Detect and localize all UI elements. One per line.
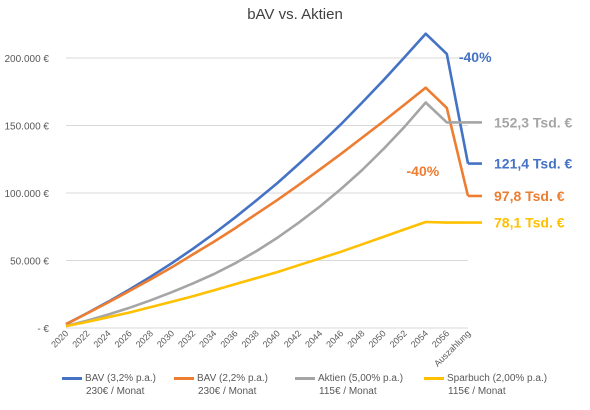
legend-label: Aktien (5,00% p.a.)	[318, 373, 404, 384]
series-line-3	[65, 220, 468, 328]
end-value-label: 78,1 Tsd. €	[494, 215, 565, 231]
end-value-label: 121,4 Tsd. €	[494, 156, 573, 172]
chart-title: bAV vs. Aktien	[247, 6, 343, 23]
y-tick-label: 150.000 €	[5, 122, 50, 133]
y-tick-label: 200.000 €	[5, 54, 50, 65]
legend-sublabel: 115€ / Monat	[319, 386, 377, 397]
legend-sublabel: 115€ / Monat	[448, 386, 506, 397]
legend-swatch	[62, 376, 82, 380]
y-tick-label: 100.000 €	[5, 189, 50, 200]
x-tick-label: 2050	[367, 328, 388, 349]
y-tick-label: 50.000 €	[10, 257, 49, 268]
annotation-drop: -40%	[407, 163, 440, 179]
legend-item: BAV (2,2% p.a.) 230€ / Monat	[174, 372, 268, 398]
x-tick-label: 2034	[197, 328, 218, 349]
x-tick-label: 2024	[91, 328, 112, 349]
legend-swatch	[174, 376, 194, 380]
x-tick-label: 2022	[70, 328, 91, 349]
legend-label: BAV (2,2% p.a.)	[197, 373, 268, 384]
legend-label: BAV (3,2% p.a.)	[85, 373, 156, 384]
x-tick-label: 2046	[324, 328, 345, 349]
x-tick-label: 2020	[49, 328, 70, 349]
x-tick-label: 2038	[240, 328, 261, 349]
legend-label: Sparbuch (2,00% p.a.)	[447, 373, 548, 384]
series-line-1	[65, 86, 470, 326]
end-value-label: 152,3 Tsd. €	[494, 114, 573, 130]
x-tick-label: 2048	[345, 328, 366, 349]
x-tick-label: 2036	[218, 328, 239, 349]
x-tick-label: 2040	[261, 328, 282, 349]
series-line-2	[65, 101, 468, 328]
series-line-0	[65, 32, 470, 326]
legend-sublabel: 230€ / Monat	[198, 386, 257, 397]
end-value-label: 97,8 Tsd. €	[494, 188, 565, 204]
annotation-drop: -40%	[459, 49, 492, 65]
x-tick-label: 2028	[134, 328, 155, 349]
x-tick-label: 2026	[113, 328, 134, 349]
legend-item: BAV (3,2% p.a.) 230€ / Monat	[62, 372, 156, 398]
y-tick-label: - €	[37, 324, 49, 335]
x-tick-label: 2030	[155, 328, 176, 349]
x-tick-label: 2054	[409, 328, 430, 349]
legend-swatch	[424, 376, 444, 380]
x-tick-label: 2032	[176, 328, 197, 349]
legend-sublabel: 230€ / Monat	[86, 386, 145, 397]
legend: BAV (3,2% p.a.) 230€ / Monat BAV (2,2% p.a…	[0, 372, 590, 410]
x-tick-label: 2044	[303, 328, 324, 349]
x-tick-label: 2042	[282, 328, 303, 349]
legend-item: Sparbuch (2,00% p.a.) 115€ / Monat	[424, 372, 547, 398]
legend-swatch	[295, 376, 315, 380]
legend-item: Aktien (5,00% p.a.) 115€ / Monat	[295, 372, 403, 398]
plot-area: - € 50.000 € 100.000 € 150.000 € 200.000 € 20…	[5, 32, 573, 369]
x-tick-label: 2052	[388, 328, 409, 349]
